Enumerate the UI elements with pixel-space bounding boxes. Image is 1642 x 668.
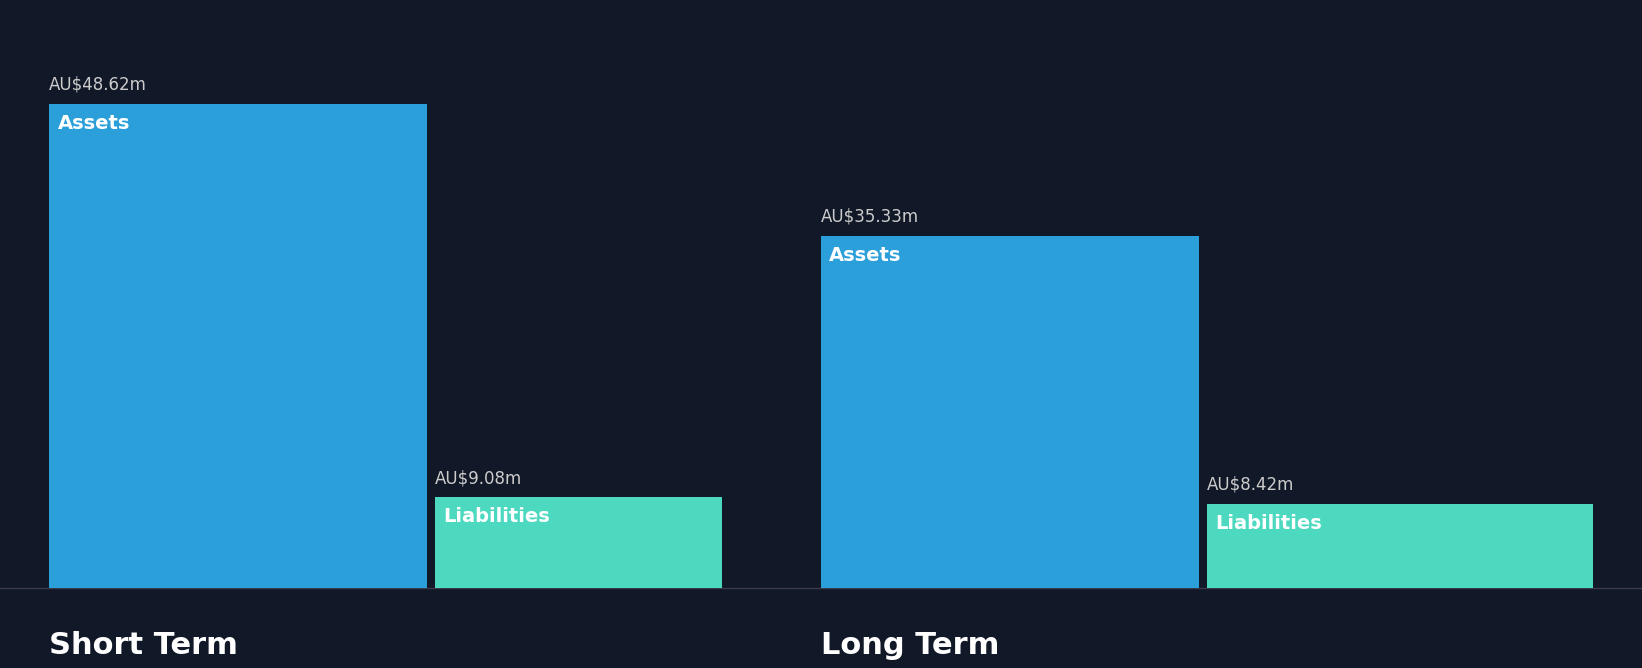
Text: AU$9.08m: AU$9.08m xyxy=(435,470,522,488)
Text: Assets: Assets xyxy=(57,114,130,133)
Bar xyxy=(821,236,1199,588)
Text: Liabilities: Liabilities xyxy=(443,508,550,526)
Text: AU$48.62m: AU$48.62m xyxy=(49,75,148,94)
Text: Assets: Assets xyxy=(829,246,901,265)
Text: Liabilities: Liabilities xyxy=(1215,514,1322,533)
Text: AU$35.33m: AU$35.33m xyxy=(821,208,920,226)
Text: AU$8.42m: AU$8.42m xyxy=(1207,476,1294,494)
Bar xyxy=(49,104,427,588)
Text: Short Term: Short Term xyxy=(49,631,238,660)
Text: Long Term: Long Term xyxy=(821,631,1000,660)
Bar xyxy=(1207,504,1593,588)
Bar xyxy=(435,498,722,588)
